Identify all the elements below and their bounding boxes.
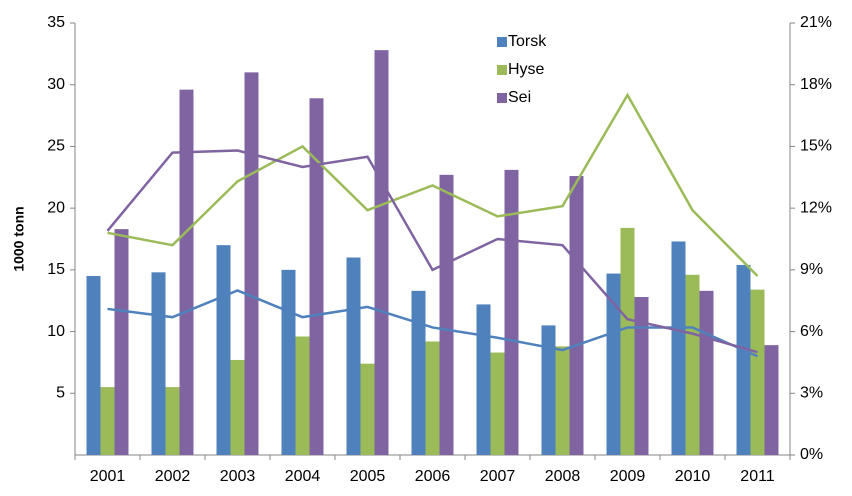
bar: [374, 50, 389, 455]
bar: [620, 227, 635, 455]
bar: [230, 359, 245, 455]
line: [106, 149, 758, 354]
bar: [476, 304, 491, 455]
bar: [699, 290, 714, 455]
bar: [750, 289, 765, 455]
bar: [216, 245, 231, 455]
bar: [151, 272, 166, 455]
bar: [634, 297, 649, 455]
bar: [569, 176, 584, 455]
bar: [179, 89, 194, 455]
bar: [165, 387, 180, 455]
x-tick-label: 2001: [90, 468, 126, 485]
bar: [555, 346, 570, 455]
x-tick-label: 2009: [610, 468, 646, 485]
y-tick-label: 35: [47, 14, 65, 31]
legend-label: Sei: [508, 89, 531, 106]
bar: [114, 229, 129, 455]
x-tick-label: 2011: [740, 468, 775, 485]
legend-swatch: [497, 65, 507, 75]
bar: [736, 264, 751, 455]
y2-tick-label: 9%: [800, 261, 823, 278]
bar: [295, 336, 310, 455]
bar: [100, 387, 115, 455]
x-tick-label: 2004: [285, 468, 321, 485]
bar: [86, 276, 101, 455]
bar: [411, 290, 426, 455]
y2-tick-label: 3%: [800, 385, 823, 402]
bar: [606, 273, 621, 455]
y2-tick-label: 12%: [800, 199, 832, 216]
x-tick-label: 2010: [675, 468, 711, 485]
legend-label: Hyse: [508, 61, 545, 78]
x-tick-label: 2005: [350, 468, 386, 485]
bar: [685, 274, 700, 455]
bar: [360, 363, 375, 455]
line: [107, 92, 759, 277]
y-axis-label: 1000 tonn: [11, 206, 27, 271]
x-tick-label: 2002: [155, 468, 191, 485]
y-tick-label: 5: [56, 385, 65, 402]
x-tick-label: 2008: [545, 468, 581, 485]
x-tick-label: 2003: [220, 468, 256, 485]
y2-tick-label: 15%: [800, 138, 832, 155]
bar: [244, 72, 259, 455]
bar: [425, 341, 440, 455]
bar: [490, 352, 505, 455]
y2-tick-label: 21%: [800, 14, 832, 31]
bar: [439, 174, 454, 455]
y-tick-label: 20: [47, 199, 65, 216]
line: [107, 289, 759, 358]
x-tick-label: 2007: [480, 468, 516, 485]
y2-tick-label: 6%: [800, 323, 823, 340]
legend-label: Torsk: [508, 33, 547, 50]
y2-tick-label: 0%: [800, 446, 823, 463]
bar: [671, 241, 686, 455]
y-tick-label: 10: [47, 323, 65, 340]
legend-swatch: [497, 93, 507, 103]
y-tick-label: 15: [47, 261, 65, 278]
y-tick-label: 30: [47, 76, 65, 93]
x-tick-label: 2006: [415, 468, 451, 485]
bar: [764, 345, 779, 455]
bar: [281, 269, 296, 455]
bar: [309, 98, 324, 455]
y-tick-label: 25: [47, 138, 65, 155]
y2-tick-label: 18%: [800, 76, 832, 93]
bar: [541, 325, 556, 455]
legend-swatch: [497, 37, 507, 47]
bar: [346, 257, 361, 455]
